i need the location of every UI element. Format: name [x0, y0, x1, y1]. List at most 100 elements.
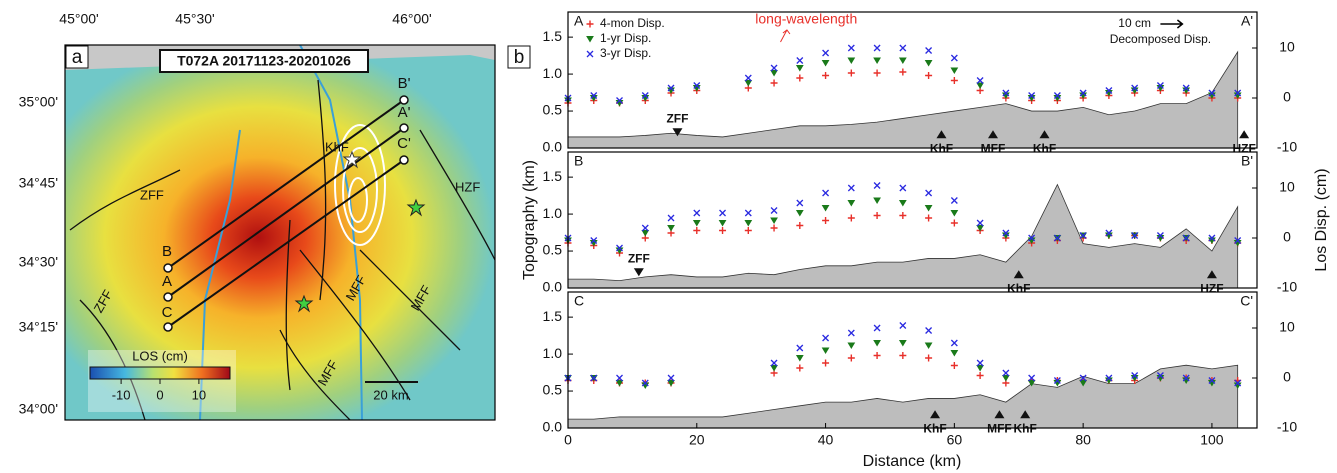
topography [567, 50, 1239, 149]
map-frame [64, 44, 496, 421]
data-point [925, 327, 933, 334]
y-tick-label: 1.0 [543, 345, 563, 361]
star [294, 294, 314, 313]
legend-label: 1-yr Disp. [600, 31, 651, 45]
data-point [899, 352, 907, 359]
y-tick-label: 0.0 [543, 419, 563, 435]
river [199, 129, 241, 420]
data-point [719, 209, 727, 217]
data-point [898, 57, 907, 64]
y2-tick-label: 0 [1283, 89, 1291, 105]
legend-marker [586, 36, 594, 43]
star [406, 198, 426, 217]
data-point [924, 342, 933, 349]
colorbar-tick-label: -10 [112, 387, 131, 402]
data-point [847, 354, 855, 362]
data-point [796, 74, 804, 82]
data-point [873, 324, 881, 332]
legend-marker [586, 50, 594, 58]
y-tick-label: 0.0 [543, 139, 563, 155]
colorbar-tick-label: 10 [192, 387, 206, 402]
map-title-box [159, 49, 369, 73]
data-point [770, 70, 778, 77]
data-point [667, 84, 675, 92]
data-point [821, 347, 830, 354]
data-point [770, 217, 778, 224]
data-point [1182, 234, 1190, 242]
star [342, 150, 362, 169]
y2-tick-label: 10 [1279, 179, 1295, 195]
data-point [950, 350, 959, 357]
data-point [1079, 232, 1087, 239]
annotation: Decomposed Disp. [1110, 32, 1211, 46]
data-point [1079, 89, 1087, 97]
data-point [1131, 84, 1139, 92]
data-point [693, 82, 701, 89]
data-point [1234, 379, 1242, 387]
map: T072A 20171123-20201026 B A C B' A' C' K… [19, 11, 496, 421]
fault-marker [936, 130, 947, 139]
y-tick-label: 1.0 [543, 65, 563, 81]
data-point [1027, 380, 1036, 387]
data-point [898, 200, 907, 207]
data-point [899, 212, 907, 219]
profile-ends [163, 95, 409, 332]
fault-marker [1206, 270, 1217, 279]
y-tick-label: 0.5 [543, 242, 563, 258]
lat-tick: 34°15' [19, 319, 58, 335]
topography [567, 364, 1239, 429]
data-point [873, 69, 881, 77]
y2-tick-label: 10 [1279, 319, 1295, 335]
data-point [1208, 234, 1216, 242]
data-point [873, 57, 881, 64]
profile-end-label: C' [397, 135, 411, 152]
lat-tick: 34°00' [19, 401, 58, 417]
data-point [1105, 87, 1113, 94]
data-point [976, 372, 984, 379]
legend-marker [586, 20, 594, 28]
data-point [770, 79, 778, 87]
data-point [615, 380, 624, 387]
data-point [873, 44, 881, 52]
insar-field [65, 55, 495, 420]
data-point [976, 365, 984, 372]
x-tick-label: 80 [1075, 432, 1091, 448]
data-point [976, 219, 984, 227]
data-point [616, 97, 623, 104]
data-point [1079, 374, 1087, 382]
data-point [822, 189, 830, 197]
data-point [616, 374, 623, 382]
data-point [873, 212, 881, 219]
profile-end-label: B' [1241, 153, 1253, 169]
data-point [616, 244, 623, 252]
lat-tick: 35°00' [19, 94, 58, 110]
data-point [796, 344, 804, 352]
data-point [718, 220, 727, 227]
data-point [976, 77, 984, 84]
data-point [950, 77, 958, 84]
lon-tick: 45°00' [59, 11, 98, 27]
data-point [796, 199, 804, 207]
data-point [1001, 375, 1010, 382]
data-point [976, 82, 984, 89]
profile-end-label: C [162, 304, 173, 321]
plot-frame [567, 11, 1258, 149]
data-point [847, 329, 855, 337]
profile-start-label: A [574, 13, 584, 29]
legend-label: 3-yr Disp. [600, 46, 651, 60]
data-point [667, 214, 675, 222]
panel-label-box [65, 45, 89, 69]
plot-frame [567, 291, 1258, 429]
x-tick-label: 20 [689, 432, 705, 448]
plot-frame [567, 151, 1258, 289]
data-point [719, 227, 727, 234]
data-point [950, 67, 959, 74]
data-point [1002, 89, 1010, 97]
data-point [950, 219, 958, 227]
fault-marker [672, 128, 683, 137]
data-point [641, 92, 649, 99]
panel-label: a [72, 47, 83, 68]
data-point [1002, 369, 1010, 377]
y2-tick-label: 0 [1283, 229, 1291, 245]
annotation: long-wavelength [755, 11, 857, 27]
